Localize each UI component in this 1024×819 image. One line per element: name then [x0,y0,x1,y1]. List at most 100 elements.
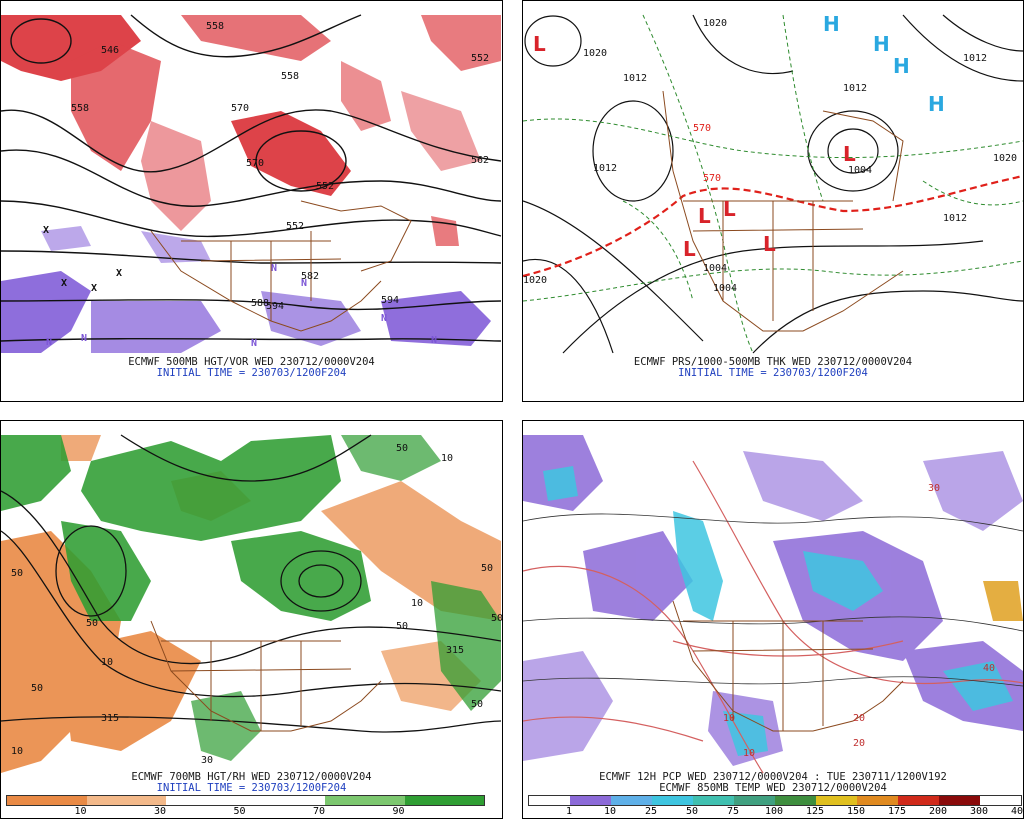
contour-label-group: 10 20 30 40 10 20 [723,483,995,759]
contour-label: 10 [441,453,453,464]
precip-colorbar [528,795,1022,806]
caption-line-1: ECMWF 12H PCP WED 230712/0000V204 : TUE … [599,771,947,783]
contour-label: 1004 [848,165,872,176]
panel-prs-thickness: 1012 1020 1012 1012 1020 1012 1004 1020 1012 1004… [522,0,1024,402]
caption-line-2: INITIAL TIME = 230703/1200F204 [156,782,347,794]
contour-label: 558 [206,21,224,32]
caption-line-1: ECMWF 500MB HGT/VOR WED 230712/0000V204 [128,356,375,368]
geographic-borders [150,620,382,732]
positive-vorticity-areas [1,15,501,246]
high-pressure-marker: H [893,54,910,78]
contour-label: 50 [86,618,98,629]
low-pressure-marker: L [683,237,696,261]
contour-label: 10 [743,748,755,759]
thickness-contours [523,14,1023,354]
contour-label: 1012 [593,163,617,174]
n-marker: N [81,333,87,344]
low-pressure-marker: L [698,204,711,228]
contour-label: 582 [301,271,319,282]
contour-label: 50 [471,699,483,710]
colorbar-tick-label: 200 [928,806,948,817]
contour-label: 552 [286,221,304,232]
contour-label: 1012 [623,73,647,84]
colorbar-tick-label: 70 [312,806,326,817]
contour-label-group: 5585465525585705585705525525625825885945… [43,21,489,349]
contour-label: 50 [396,621,408,632]
high-pressure-marker: H [823,12,840,36]
contour-label: 552 [471,53,489,64]
n-marker: N [46,337,52,348]
contour-label: 1012 [943,213,967,224]
colorbar-tick-label: 10 [603,806,617,817]
contour-label: 594 [381,295,399,306]
n-marker: N [271,263,277,274]
contour-label: 1004 [703,263,727,274]
contour-label: 562 [471,155,489,166]
n-marker: N [301,278,307,289]
low-pressure-marker: L [843,142,856,166]
isobar-contours [523,513,1023,687]
x-marker: X [91,283,97,294]
x-marker: X [61,278,67,289]
x-marker: X [43,225,49,236]
n-marker: N [251,338,257,349]
contour-label: 570 [231,103,249,114]
contour-label: 20 [853,738,865,749]
contour-label: 570 [693,123,711,134]
contour-label: 1004 [713,283,737,294]
height-contours [1,14,502,342]
high-pressure-marker: H [873,32,890,56]
n-marker: N [431,335,437,346]
front-line [523,174,1023,278]
contour-label: 570 [703,173,721,184]
colorbar-tick-label: 25 [644,806,658,817]
contour-label: 50 [491,613,502,624]
geographic-borders [672,600,904,732]
map-500mb: 5585465525585705585705525525625825885945… [1,13,502,355]
map-700mb: 50 10 50 315 50 10 50 315 50 10 50 30 10 50 50 [1,431,502,773]
colorbar-tick-label: 75 [726,806,740,817]
colorbar-tick-label: 1 [565,806,573,817]
contour-label: 10 [101,657,113,668]
moderate-precip-areas [543,466,1023,756]
contour-label: 50 [11,568,23,579]
precip-colorbar-ticks: 1 10 25 50 75 100 125 150 175 200 300 400 [528,806,1023,818]
contour-label: 1020 [523,275,547,286]
low-pressure-marker: L [723,197,736,221]
caption-line-2: ECMWF 850MB TEMP WED 230712/0000V204 [659,782,887,794]
contour-label: 546 [101,45,119,56]
contour-label: 40 [983,663,995,674]
colorbar-tick-label: 10 [74,806,87,817]
isobars [523,14,1023,354]
contour-label: 10 [723,713,735,724]
colorbar-tick-label: 150 [846,806,866,817]
map-precip: 10 20 30 40 10 20 [523,431,1023,774]
low-pressure-marker: L [763,232,776,256]
contour-label: 315 [101,713,119,724]
colorbar-tick-label: 175 [887,806,907,817]
panel-precip-850temp: 10 20 30 40 10 20 ECMWF 12H PCP WED 230712/00… [522,420,1024,819]
rh-colorbar-ticks: 10 30 50 70 90 [6,806,483,818]
contour-label: 30 [928,483,940,494]
contour-label: 1020 [583,48,607,59]
contour-label: 1012 [843,83,867,94]
colorbar-tick-label: 50 [233,806,246,817]
caption-line-1: ECMWF 700MB HGT/RH WED 230712/0000V204 [131,771,372,783]
map-prs-thk: 1012 1020 1012 1012 1020 1012 1004 1020 1012 1004… [523,12,1023,355]
contour-label: 1020 [703,18,727,29]
contour-label: 558 [281,71,299,82]
contour-label-group: 1012 1020 1012 1012 1020 1012 1004 1020 1012 1004… [523,18,1017,294]
geographic-borders [150,200,412,332]
contour-label: 10 [11,746,23,757]
contour-label: 315 [446,645,464,656]
contour-label: 570 [246,158,264,169]
contour-label: 1012 [963,53,987,64]
moist-air-areas [1,435,501,761]
caption-line-1: ECMWF PRS/1000-500MB THK WED 230712/0000… [633,356,913,368]
panel-700mb-hgt-rh: 50 10 50 315 50 10 50 315 50 10 50 30 10 50 50 ECMWF 7… [0,420,503,819]
contour-label: 588 [251,298,269,309]
contour-label: 10 [411,598,423,609]
n-marker: N [381,313,387,324]
high-pressure-marker: H [928,92,945,116]
